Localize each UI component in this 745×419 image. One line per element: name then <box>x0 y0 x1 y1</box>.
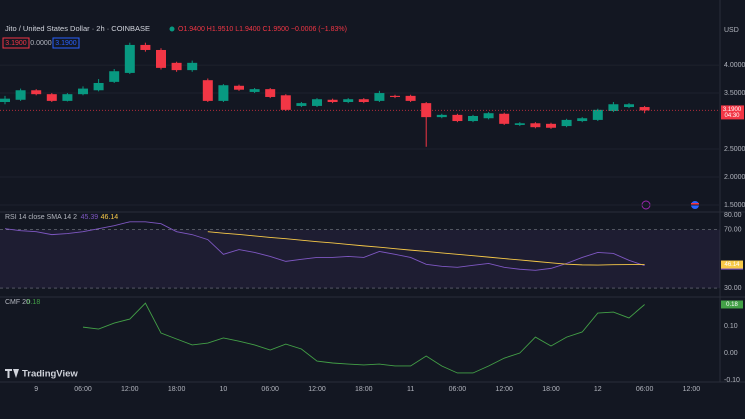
indicator-value: 0.18 <box>27 299 41 306</box>
y-tick-label: 1.5000 <box>724 202 745 209</box>
candle-body <box>124 44 135 73</box>
candle-body <box>109 71 120 82</box>
sell-price[interactable]: 3.1900 <box>5 40 27 47</box>
candle-body <box>187 62 198 71</box>
x-tick-label: 12 <box>594 386 602 393</box>
candle-body <box>624 104 634 108</box>
candle-body <box>249 89 260 92</box>
candle-body <box>514 123 525 125</box>
logo-mark <box>5 369 19 378</box>
candle-body <box>452 114 463 122</box>
candle-body <box>280 95 291 110</box>
candle-body <box>296 103 307 106</box>
indicator-tag: 0.18 <box>726 302 738 308</box>
candle-body <box>592 109 603 120</box>
x-tick-label: 18:00 <box>542 386 560 393</box>
indicator-line <box>82 302 645 374</box>
candle-body <box>374 93 385 101</box>
candle-body <box>0 98 10 103</box>
candle-body <box>436 114 447 118</box>
x-tick-label: 11 <box>407 386 414 393</box>
candle-body <box>312 99 322 106</box>
y-tick-label: 70.00 <box>724 227 742 234</box>
candle-body <box>608 104 619 111</box>
last-price-tag <box>721 105 744 120</box>
indicator-title: RSI 14 close SMA 14 2 <box>5 214 77 221</box>
candle-body <box>78 88 88 95</box>
candle-body <box>639 107 650 111</box>
candle-body <box>234 85 244 90</box>
flag-stripe <box>691 203 699 205</box>
indicator-value: 45.39 <box>81 214 99 221</box>
candle-body <box>577 118 588 122</box>
countdown: 04:30 <box>724 113 740 119</box>
candle-body <box>140 44 151 50</box>
candle-body <box>327 99 338 103</box>
y-tick-label: 80.00 <box>724 212 742 219</box>
candle-body <box>390 95 400 97</box>
ohlc: O1.9400 H1.9510 L1.9400 C1.9500 −0.0006 … <box>178 26 347 33</box>
y-tick-label: 4.0000 <box>724 62 745 69</box>
spread: 0.0000 <box>30 40 52 47</box>
candle-body <box>358 99 369 103</box>
y-tick-label: 30.00 <box>724 285 742 292</box>
indicator-tag-bg <box>721 260 743 269</box>
candle-body <box>156 49 166 68</box>
candle-body <box>499 113 510 124</box>
x-tick-label: 06:00 <box>449 386 467 393</box>
candle-body <box>171 62 182 71</box>
x-tick-label: 10 <box>220 386 228 393</box>
y-tick-label: 2.0000 <box>724 174 745 181</box>
level-band <box>0 229 720 289</box>
x-tick-label: 9 <box>34 386 38 393</box>
indicator-line <box>4 221 645 271</box>
candle-body <box>93 82 104 91</box>
indicator-title: CMF 20 <box>5 299 30 306</box>
candle-body <box>546 123 556 128</box>
y-tick-label: 2.5000 <box>724 146 745 153</box>
indicator-tag: 46.14 <box>724 262 740 268</box>
indicator-value: 46.14 <box>101 214 119 221</box>
x-tick-label: 12:00 <box>308 386 326 393</box>
x-tick-label: 06:00 <box>74 386 92 393</box>
candle-body <box>46 94 57 101</box>
indicator-line <box>207 231 645 266</box>
candle-body <box>218 85 229 101</box>
currency: USD <box>724 27 739 34</box>
candle-body <box>468 116 478 122</box>
x-tick-label: 12:00 <box>683 386 701 393</box>
indicator-tag-bg <box>721 300 743 309</box>
y-tick-label: 3.5000 <box>724 90 745 97</box>
candle-body <box>31 90 42 95</box>
x-tick-label: 18:00 <box>355 386 373 393</box>
logo: TradingView <box>22 369 78 380</box>
x-tick-label: 12:00 <box>495 386 513 393</box>
x-tick-label: 06:00 <box>261 386 279 393</box>
buy-price[interactable]: 3.1900 <box>55 40 77 47</box>
candle-body <box>530 123 541 128</box>
candle-body <box>561 119 572 127</box>
candle-body <box>405 95 416 101</box>
sell-button[interactable] <box>2 37 30 49</box>
candle-body <box>343 99 354 103</box>
buy-button[interactable] <box>52 37 80 49</box>
x-tick-label: 12:00 <box>121 386 139 393</box>
x-tick-label: 06:00 <box>636 386 654 393</box>
x-tick-label: 18:00 <box>168 386 186 393</box>
candle-body <box>62 94 73 101</box>
candle-body <box>15 90 26 100</box>
status-dot <box>169 26 175 32</box>
y-tick-label: 0.10 <box>724 323 738 330</box>
candle-body <box>265 89 276 97</box>
y-tick-label: -0.10 <box>724 377 740 384</box>
symbol-title: Jito / United States Dollar · 2h · COINB… <box>5 24 150 33</box>
last-price: 3.1900 <box>723 107 742 113</box>
y-tick-label: 0.00 <box>724 350 738 357</box>
candle-body <box>202 80 213 101</box>
candle-body <box>483 113 494 119</box>
